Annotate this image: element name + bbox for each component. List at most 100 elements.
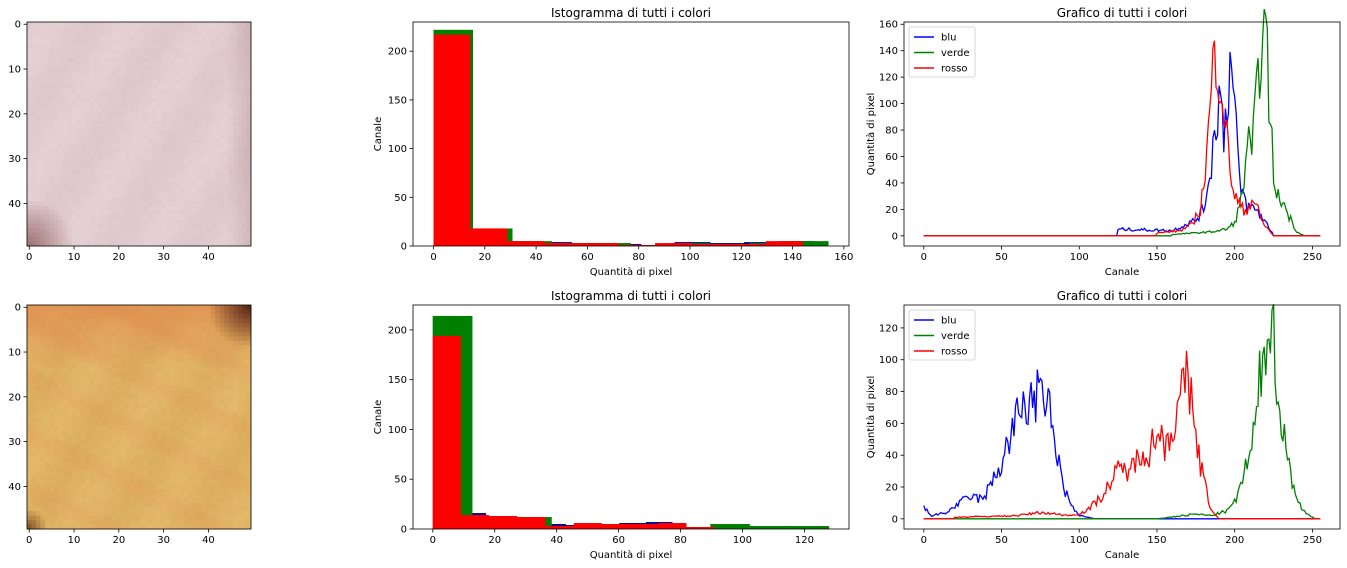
image-pixel [116,228,122,233]
image-pixel [58,313,64,319]
image-pixel [215,71,220,77]
image-pixel [183,39,189,45]
image-pixel [170,336,176,342]
image-pixel [49,488,55,494]
image-pixel [242,358,247,364]
image-pixel [125,466,131,472]
y-tick-label: 100 [879,99,898,110]
image-pixel [125,183,131,189]
image-pixel [192,434,198,440]
image-pixel [210,443,216,449]
image-pixel [62,214,68,220]
image-pixel [152,48,158,54]
image-pixel [139,349,144,355]
image-pixel [183,111,189,117]
image-pixel [85,336,91,342]
image-pixel [116,399,122,404]
image-pixel [112,488,117,494]
image-pixel [228,201,234,206]
image-pixel [143,98,149,103]
image-pixel [165,237,171,242]
image-pixel [228,89,234,94]
image-pixel [67,169,73,175]
image-pixel [35,138,41,144]
image-pixel [233,66,238,72]
image-pixel [31,219,37,224]
image-pixel [161,372,167,377]
image-pixel [44,107,50,112]
image-pixel [179,80,185,86]
image-pixel [130,439,135,445]
image-pixel [134,457,140,463]
image-pixel [228,75,234,81]
image-pixel [143,107,149,112]
image-pixel [219,187,225,193]
image-pixel [89,116,95,121]
image-pixel [103,479,108,485]
image-pixel [224,174,229,180]
image-pixel [237,232,243,238]
image-pixel [219,142,225,148]
image-pixel [121,35,126,41]
image-pixel [233,345,238,351]
image-pixel [98,66,104,72]
image-pixel [67,138,73,144]
image-pixel [147,151,153,157]
image-pixel [161,457,167,463]
image-pixel [103,156,108,162]
image-pixel [242,488,247,494]
image-pixel [112,210,117,215]
image-pixel [27,80,32,86]
image-pixel [143,309,149,315]
image-pixel [76,22,82,27]
image-pixel [67,515,73,521]
image-pixel [71,448,77,454]
image-pixel [242,129,247,135]
image-pixel [125,336,131,342]
image-pixel [233,399,238,404]
image-pixel [206,125,211,130]
image-pixel [197,241,203,247]
image-pixel [242,484,247,489]
image-pixel [233,502,238,507]
image-pixel [170,66,176,72]
image-pixel [147,232,153,238]
image-pixel [121,313,126,319]
y-tick-label: 150 [388,95,407,106]
image-pixel [62,62,68,68]
image-pixel [165,403,171,409]
image-pixel [174,385,180,391]
image-pixel [134,241,140,247]
image-pixel [170,493,176,498]
image-pixel [71,196,77,202]
image-pixel [80,475,86,481]
image-pixel [183,434,189,440]
image-pixel [35,134,41,139]
image-pixel [242,399,247,404]
image-pixel [228,62,234,68]
image-pixel [139,98,144,103]
image-pixel [53,160,59,166]
image-pixel [206,470,211,476]
image-pixel [62,322,68,328]
image-pixel [85,363,91,369]
image-pixel [246,156,252,162]
image-pixel [134,169,140,175]
image-pixel [67,237,73,242]
image-pixel [80,102,86,108]
image-pixel [71,354,77,360]
image-pixel [179,313,185,319]
image-pixel [103,443,108,449]
image-pixel [183,367,189,373]
image-pixel [44,354,50,360]
image-pixel [67,223,73,229]
image-pixel [228,22,234,27]
image-pixel [197,322,203,328]
image-pixel [134,120,140,126]
image-pixel [233,488,238,494]
image-pixel [179,484,185,489]
image-pixel [179,331,185,337]
image-pixel [224,336,229,342]
image-pixel [67,71,73,77]
image-pixel [183,372,189,377]
